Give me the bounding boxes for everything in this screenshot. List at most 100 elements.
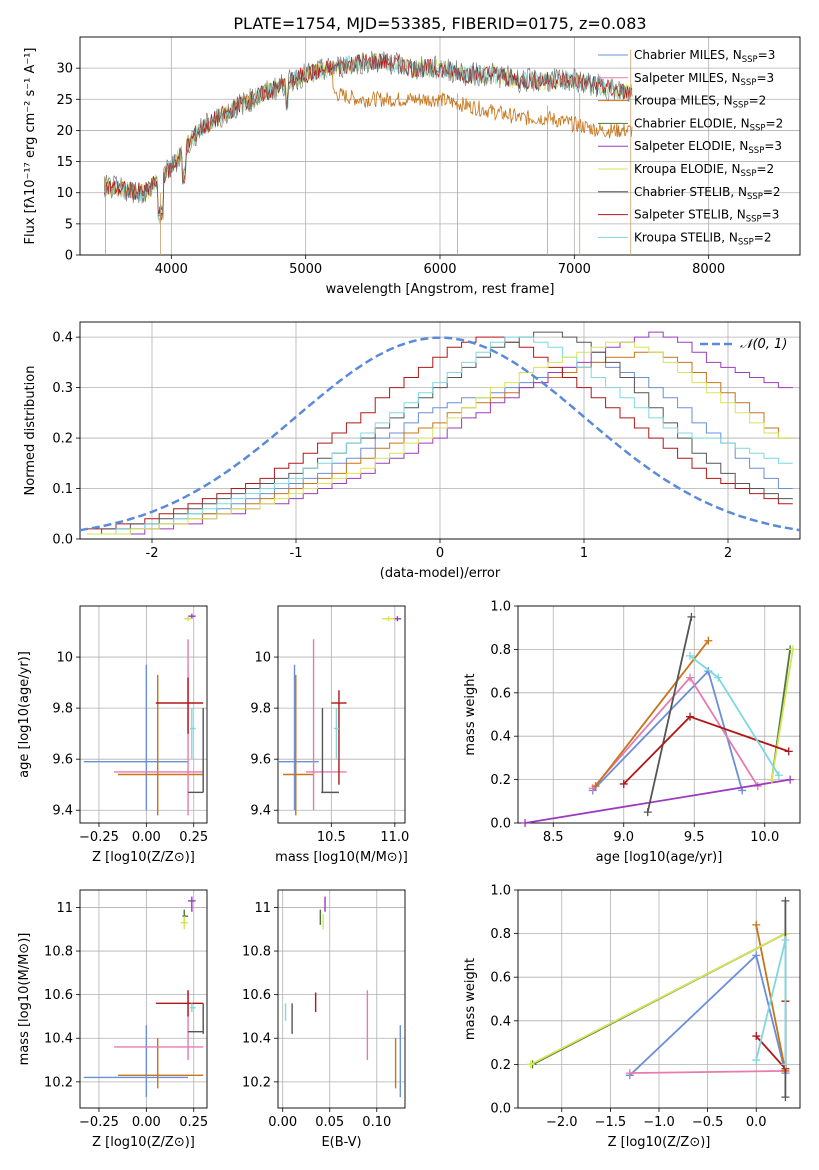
- axes-frame: [79, 36, 801, 256]
- figure-title: PLATE=1754, MJD=53385, FIBERID=0175, z=0…: [233, 14, 646, 33]
- x-tick-label: 6000: [423, 262, 456, 277]
- x-axis-label: Z [log10(Z/Z⊙)]: [608, 1135, 711, 1150]
- y-tick-label: 0.8: [490, 643, 511, 658]
- weight-point: [752, 920, 761, 929]
- x-tick-label: 9.0: [613, 830, 634, 845]
- weight-vs-age-panel: 8.5 9.0 9.5 10.0 0.0 0.2 0.4 0.6 0.8 1.0 age [log1…: [463, 600, 801, 865]
- y-tick-label: 0.2: [52, 432, 73, 447]
- y-axis-label: mass [log10(M/M⊙)]: [17, 933, 32, 1066]
- y-tick-label: 0.8: [490, 927, 511, 942]
- x-tick-label: 0.00: [132, 830, 161, 845]
- residuals-panel: -2 -1 0 1 2 0.0 0.1 0.2 0.3 0.4 (data-model)/error…: [23, 321, 801, 581]
- weight-point: [625, 1069, 634, 1078]
- legend-entry: 𝒩(0, 1): [740, 337, 787, 352]
- weight-point: [686, 651, 695, 660]
- y-tick-label: 9.6: [52, 753, 73, 768]
- y-axis-label: mass weight: [463, 673, 478, 755]
- weight-point: [784, 747, 793, 756]
- x-tick-label: 0.00: [268, 1115, 297, 1130]
- age-vs-Z-panel: −0.25 0.00 0.25 9.4 9.6 9.8 10 Z [log10(Z/Z⊙)] a…: [17, 605, 208, 865]
- x-axis-label: Z [log10(Z/Z⊙)]: [92, 850, 195, 865]
- weight-series: [592, 669, 744, 792]
- x-tick-label: 0.25: [179, 1115, 208, 1130]
- weight-point: [752, 1056, 761, 1065]
- y-tick-label: 0: [65, 249, 73, 264]
- legend-entry: Chabrier MILES, NSSP=3: [634, 48, 775, 65]
- weight-point: [591, 782, 600, 791]
- weight-series: [689, 655, 780, 776]
- y-tick-label: 10.2: [44, 1075, 73, 1090]
- y-tick-label: 10.8: [44, 945, 73, 960]
- y-tick-label: 10.6: [242, 988, 271, 1003]
- spectrum-line: [103, 52, 633, 225]
- spectrum-panel: 4000 5000 6000 7000 8000 0 5 10 15 20 25 30 waveleng…: [23, 36, 801, 297]
- y-tick-label: 1.0: [490, 884, 511, 899]
- x-tick-label: 0.0: [746, 1115, 767, 1130]
- x-axis-label: age [log10(age/yr)]: [596, 850, 723, 865]
- mass-vs-EBV-panel: 0.00 0.05 0.10 10.2 10.4 10.6 10.8 11 E(B-V): [242, 889, 406, 1150]
- legend-entry: Salpeter STELIB, NSSP=3: [634, 208, 779, 225]
- axes-frame: [517, 605, 801, 824]
- spectrum-line: [103, 52, 633, 224]
- weight-point: [788, 645, 797, 654]
- x-tick-label: 0.10: [362, 1115, 391, 1130]
- y-tick-label: 10.4: [242, 1032, 271, 1047]
- axes-frame: [517, 889, 801, 1109]
- x-tick-label: 9.5: [684, 830, 705, 845]
- weight-series: [646, 616, 693, 813]
- weight-series: [770, 649, 794, 780]
- histogram-series: [87, 336, 793, 535]
- histogram-series: [87, 341, 793, 535]
- y-axis-label: age [log10(age/yr)]: [17, 651, 32, 778]
- x-tick-label: 1: [580, 546, 588, 561]
- y-tick-label: 10: [56, 651, 73, 666]
- y-tick-label: 0.6: [490, 971, 511, 986]
- weight-series: [530, 932, 786, 1066]
- weight-point: [752, 1032, 761, 1041]
- weight-point: [686, 673, 695, 682]
- x-tick-label: 8.5: [543, 830, 564, 845]
- weight-point: [752, 951, 761, 960]
- weight-point: [786, 775, 795, 784]
- y-axis-label: Flux [fλ10⁻¹⁷ erg cm⁻² s⁻¹ A⁻¹]: [23, 48, 38, 245]
- y-tick-label: 10.2: [242, 1075, 271, 1090]
- y-tick-label: 0.1: [52, 482, 73, 497]
- x-tick-label: 4000: [155, 262, 188, 277]
- x-tick-label: -2: [146, 546, 159, 561]
- weight-series: [629, 1070, 786, 1074]
- x-axis-label: E(B-V): [321, 1135, 361, 1150]
- x-tick-label: −0.25: [79, 830, 119, 845]
- x-tick-label: −0.5: [692, 1115, 724, 1130]
- legend-entry: Chabrier ELODIE, NSSP=2: [634, 116, 783, 133]
- y-tick-label: 0.6: [490, 686, 511, 701]
- axes-frame: [79, 321, 801, 540]
- y-tick-label: 0.3: [52, 381, 73, 396]
- weight-point: [781, 896, 790, 905]
- y-tick-label: 15: [56, 155, 73, 170]
- y-tick-label: 9.4: [250, 804, 271, 819]
- weight-point: [781, 1060, 790, 1069]
- mass-vs-Z-panel: −0.25 0.00 0.25 10.2 10.4 10.6 10.8 11 Z [log10(…: [17, 889, 208, 1150]
- x-axis-label: wavelength [Angstrom, rest frame]: [326, 282, 555, 297]
- y-tick-label: 9.8: [52, 702, 73, 717]
- y-tick-label: 9.8: [250, 702, 271, 717]
- weight-point: [619, 779, 628, 788]
- spectrum-legend: Chabrier MILES, NSSP=3 Salpeter MILES, NS…: [598, 48, 783, 247]
- x-tick-label: 8000: [692, 262, 725, 277]
- y-tick-label: 9.4: [52, 804, 73, 819]
- axes-frame: [277, 889, 406, 1109]
- y-tick-label: 0.0: [490, 817, 511, 832]
- y-tick-label: 5: [65, 217, 73, 232]
- x-axis-label: (data-model)/error: [380, 566, 501, 581]
- y-tick-label: 0.4: [490, 1014, 511, 1029]
- weight-point: [767, 775, 776, 784]
- y-tick-label: 25: [56, 93, 73, 108]
- x-tick-label: −0.25: [79, 1115, 119, 1130]
- x-axis-label: Z [log10(Z/Z⊙)]: [92, 1135, 195, 1150]
- y-tick-label: 0.4: [52, 331, 73, 346]
- spectrum-line: [103, 62, 633, 221]
- weight-point: [687, 612, 696, 621]
- weight-point: [686, 712, 695, 721]
- y-tick-label: 10.4: [44, 1032, 73, 1047]
- histogram-series: [87, 361, 793, 535]
